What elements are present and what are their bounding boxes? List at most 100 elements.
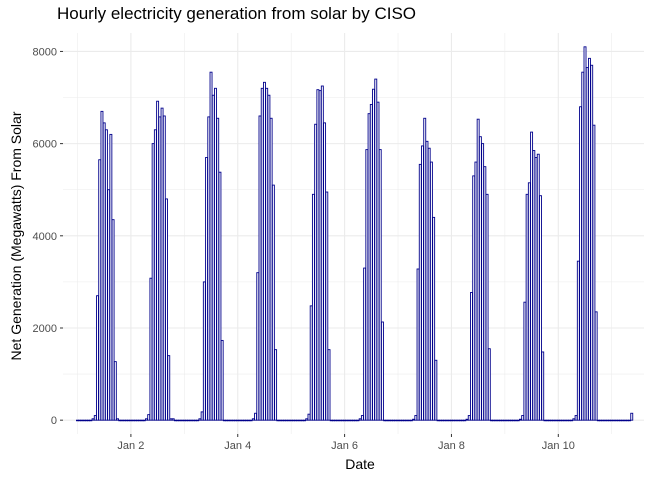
bar-mark [185, 419, 188, 422]
bar-mark [567, 419, 571, 422]
bar-mark [432, 216, 436, 421]
bar-mark [336, 419, 340, 422]
bar-mark [612, 419, 616, 422]
bar-mark [231, 419, 235, 422]
bar-mark [405, 419, 409, 422]
bar-mark [283, 419, 286, 422]
bar-mark [412, 418, 416, 421]
bar-mark [122, 419, 126, 422]
bar-mark [605, 419, 609, 422]
bar-mark [358, 418, 362, 421]
bar-mark [547, 419, 551, 422]
bar-mark [334, 419, 338, 422]
bar-mark [461, 419, 465, 422]
bar-mark [625, 419, 629, 422]
bar-mark [113, 361, 117, 421]
bar-mark [209, 71, 213, 421]
y-tick-label: 8000 [33, 46, 57, 58]
bar-mark [416, 268, 420, 421]
bar-mark [503, 419, 507, 422]
bar-mark [129, 419, 133, 422]
bar-mark [352, 419, 355, 422]
bar-mark [447, 419, 451, 422]
bar-mark [628, 419, 631, 422]
bar-mark [234, 419, 237, 422]
bar-mark [176, 419, 180, 422]
bar-mark [423, 117, 427, 421]
bar-mark [360, 415, 364, 421]
bar-mark [436, 419, 440, 422]
bar-mark [229, 419, 233, 422]
bar-mark [305, 418, 309, 421]
bar-mark [514, 419, 518, 422]
bar-mark [574, 415, 578, 421]
bar-mark [525, 193, 529, 421]
bar-mark [630, 412, 634, 421]
bar-mark [367, 113, 371, 421]
bar-mark [311, 193, 315, 421]
bar-mark [556, 419, 560, 422]
bar-mark [323, 122, 327, 421]
bar-mark [409, 419, 413, 422]
bar-mark [401, 419, 404, 422]
bar-mark [107, 189, 111, 421]
bar-mark [207, 116, 211, 421]
bar-mark [251, 418, 255, 421]
bar-mark [200, 411, 204, 421]
bar-mark [590, 64, 594, 421]
bar-mark [80, 419, 84, 422]
bar-mark [187, 419, 191, 422]
bar-mark [267, 94, 271, 421]
bar-mark [498, 419, 502, 422]
bar-mark [205, 156, 209, 421]
bar-mark [516, 419, 520, 422]
bar-mark [608, 419, 611, 422]
bar-mark [583, 46, 587, 421]
bar-mark [414, 415, 418, 421]
bar-mark [519, 418, 522, 421]
bar-mark [507, 419, 511, 422]
bar-mark [116, 418, 119, 421]
bar-mark [596, 419, 600, 422]
bar-mark [274, 349, 278, 421]
bar-mark [614, 419, 618, 422]
bar-mark [227, 419, 231, 422]
bar-mark [523, 301, 527, 421]
bar-mark [156, 100, 160, 421]
bar-mark [527, 182, 531, 421]
bar-mark [278, 419, 282, 422]
bar-mark [220, 339, 224, 421]
bar-mark [303, 419, 306, 422]
bar-mark [619, 419, 623, 422]
ticks-layer: Jan 2 Jan 4 Jan 6 Jan 8 Jan 10 0 2000 4000 6000 8… [33, 46, 575, 452]
bar-mark [510, 419, 513, 422]
bar-mark [111, 219, 115, 421]
bar-mark [291, 419, 295, 422]
bar-mark [300, 419, 304, 422]
bar-mark [387, 419, 391, 422]
bar-mark [258, 115, 262, 421]
bar-mark [458, 419, 462, 422]
bar-mark [383, 419, 387, 422]
bar-mark [240, 419, 244, 422]
bar-mark [445, 419, 449, 422]
bar-mark [78, 419, 82, 422]
bars-layer [76, 46, 634, 422]
bar-mark [100, 110, 104, 421]
bar-mark [104, 129, 108, 421]
bar-mark [372, 88, 375, 421]
bar-mark [329, 419, 333, 422]
bar-mark [554, 419, 558, 422]
bar-mark [376, 101, 380, 421]
bar-mark [427, 147, 431, 421]
bar-mark [467, 415, 471, 421]
bar-mark [316, 89, 320, 421]
bar-mark [434, 359, 438, 421]
bar-mark [249, 419, 253, 422]
bar-mark [222, 419, 226, 422]
bar-mark [563, 419, 567, 422]
bar-mark [276, 419, 280, 422]
bar-mark [338, 419, 342, 422]
bar-mark [102, 122, 106, 421]
bar-mark [271, 184, 275, 421]
